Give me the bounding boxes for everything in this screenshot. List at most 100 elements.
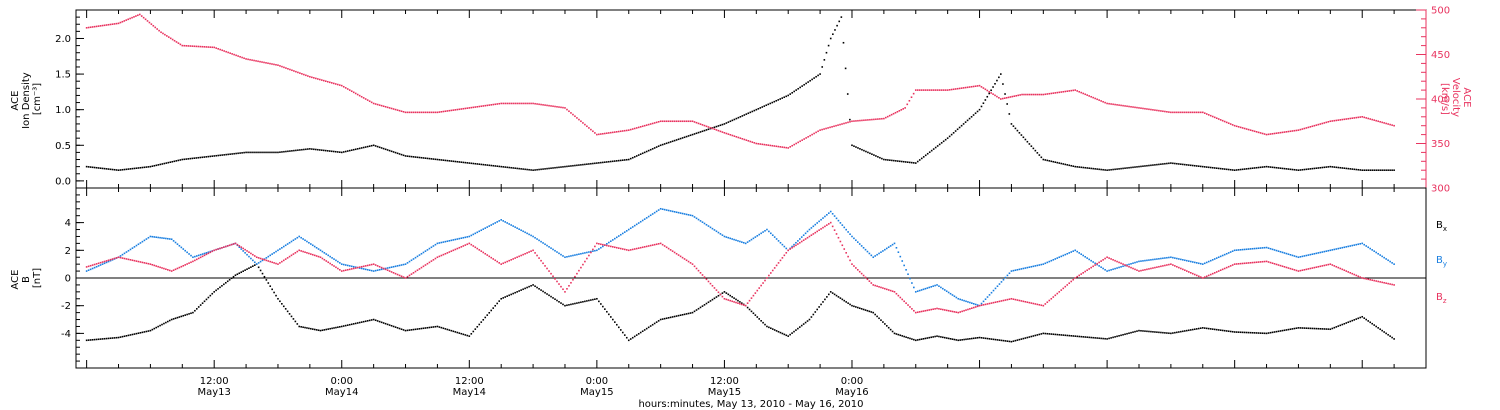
bx-point (195, 308, 198, 310)
density-point (998, 76, 1000, 79)
by-point (1281, 251, 1284, 254)
bx-point (1371, 322, 1373, 325)
x-axis-ticks: 12:00May130:00May1412:00May140:00May1512… (86, 10, 1395, 398)
velocity-point (659, 120, 662, 123)
density-point (534, 169, 536, 171)
by-point (1287, 253, 1290, 256)
velocity-point (1106, 102, 1108, 105)
bx-point (860, 308, 863, 310)
by-point (1325, 250, 1328, 252)
bx-point (388, 324, 391, 326)
bx-point (862, 308, 865, 311)
velocity-point (1056, 91, 1059, 94)
density-point (773, 100, 776, 103)
by-point (95, 265, 98, 268)
bx-point (1140, 329, 1142, 332)
density-point (1118, 168, 1120, 170)
bz-point (141, 261, 144, 264)
bx-point (735, 298, 737, 301)
bz-point (398, 274, 401, 277)
bz-point (113, 257, 116, 260)
velocity-point (713, 128, 716, 131)
velocity-point (1038, 93, 1041, 96)
velocity-point (201, 45, 204, 48)
velocity-point (1281, 131, 1284, 134)
bx-point (93, 338, 96, 341)
bz-point (916, 311, 919, 314)
by-series (85, 207, 1395, 307)
density-point (1287, 168, 1290, 170)
bx-point (544, 291, 546, 294)
density-point (785, 95, 788, 98)
velocity-point (966, 86, 969, 89)
bz-point (1279, 264, 1282, 267)
velocity-point (247, 58, 249, 61)
velocity-point (592, 130, 594, 133)
density-point (281, 151, 283, 153)
bx-point (1166, 332, 1168, 334)
density-point (1339, 166, 1342, 169)
by-point (1120, 266, 1122, 268)
by-point (302, 238, 304, 240)
density-point (368, 145, 371, 147)
by-point (1100, 266, 1102, 268)
bx-point (1251, 331, 1254, 334)
bx-point (1110, 337, 1112, 339)
by-point (1118, 266, 1120, 269)
bx-point (542, 290, 544, 293)
bx-point (911, 338, 913, 340)
velocity-point (1076, 90, 1079, 92)
bz-point (1126, 265, 1128, 267)
velocity-point (627, 129, 630, 131)
bz-point (773, 267, 776, 269)
bz-point (1116, 260, 1118, 263)
velocity-point (1385, 122, 1387, 125)
by-point (1086, 257, 1088, 259)
bx-point (1381, 329, 1383, 332)
by-point (1331, 249, 1334, 251)
velocity-point (362, 97, 365, 99)
by-point (675, 211, 678, 214)
bx-point (205, 298, 208, 301)
bx-point (286, 310, 289, 313)
bx-point (737, 299, 739, 302)
density-point (1195, 165, 1198, 167)
bx-point (1016, 339, 1019, 341)
velocity-point (691, 120, 694, 123)
velocity-point (91, 26, 94, 28)
bx-point (570, 303, 572, 306)
bx-point (1192, 328, 1194, 331)
velocity-point (438, 111, 441, 113)
b-tick-label: 2 (65, 246, 71, 257)
bx-point (1333, 326, 1336, 329)
velocity-point (546, 104, 548, 107)
by-point (1160, 257, 1162, 260)
bz-point (292, 253, 295, 255)
bx-point (922, 337, 925, 340)
density-point (145, 166, 148, 168)
legend: Bx By Bz (1436, 220, 1447, 305)
bx-point (380, 321, 383, 324)
bz-point (843, 248, 846, 250)
density-point (763, 105, 766, 107)
velocity-point (944, 89, 947, 91)
by-point (731, 238, 733, 240)
bx-point (153, 327, 156, 330)
velocity-point (450, 109, 453, 112)
bz-point (1004, 299, 1007, 301)
bx-point (1138, 329, 1140, 332)
density-point (767, 103, 770, 106)
velocity-point (303, 73, 305, 76)
bx-point (974, 337, 977, 339)
velocity-point (123, 20, 126, 22)
bx-point (418, 327, 421, 330)
density-point (438, 158, 441, 161)
by-point (384, 267, 387, 270)
bx-point (793, 330, 795, 333)
by-point (1146, 259, 1148, 262)
velocity-point (847, 121, 849, 124)
by-point (651, 213, 654, 215)
density-point (846, 93, 849, 95)
velocity-point (107, 23, 110, 26)
bx-point (610, 316, 612, 318)
